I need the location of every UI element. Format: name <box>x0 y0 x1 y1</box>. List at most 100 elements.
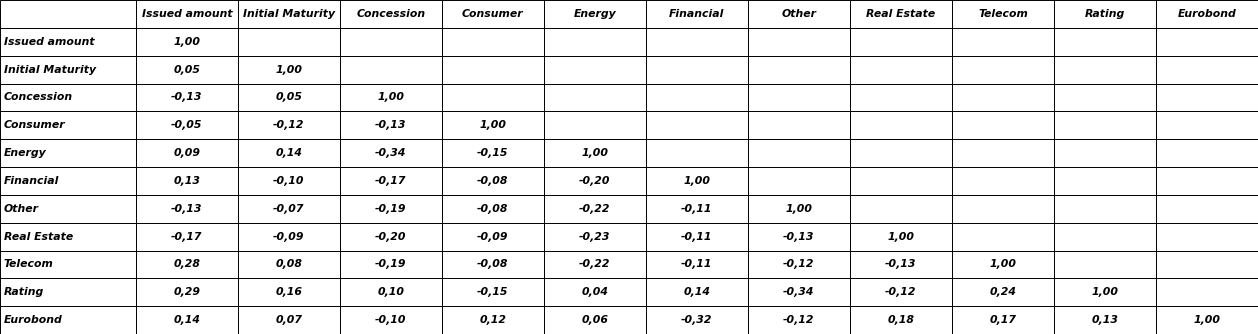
Bar <box>136 250 238 278</box>
Bar <box>1156 278 1258 306</box>
Bar <box>340 56 442 84</box>
Bar <box>645 167 749 195</box>
Bar <box>238 223 340 250</box>
Bar <box>1156 0 1258 28</box>
Text: -0,08: -0,08 <box>477 176 508 186</box>
Bar <box>0 195 136 223</box>
Bar <box>1156 195 1258 223</box>
Text: 1,00: 1,00 <box>1194 315 1220 325</box>
Text: 0,18: 0,18 <box>887 315 915 325</box>
Bar <box>850 111 952 139</box>
Text: 0,10: 0,10 <box>377 287 404 297</box>
Bar <box>136 223 238 250</box>
Bar <box>1054 167 1156 195</box>
Text: -0,13: -0,13 <box>784 231 815 241</box>
Text: Consumer: Consumer <box>462 9 523 19</box>
Bar <box>238 167 340 195</box>
Bar <box>952 306 1054 334</box>
Text: Eurobond: Eurobond <box>1177 9 1237 19</box>
Text: -0,12: -0,12 <box>784 315 815 325</box>
Bar <box>442 223 543 250</box>
Bar <box>1054 84 1156 111</box>
Text: 0,17: 0,17 <box>990 315 1016 325</box>
Bar <box>1156 111 1258 139</box>
Bar <box>952 56 1054 84</box>
Bar <box>1054 139 1156 167</box>
Bar <box>645 250 749 278</box>
Text: -0,13: -0,13 <box>171 93 203 103</box>
Bar <box>442 167 543 195</box>
Bar <box>136 56 238 84</box>
Text: 0,08: 0,08 <box>276 260 302 270</box>
Bar <box>850 0 952 28</box>
Bar <box>543 111 645 139</box>
Text: -0,20: -0,20 <box>579 176 610 186</box>
Bar <box>1156 223 1258 250</box>
Bar <box>1156 84 1258 111</box>
Text: -0,15: -0,15 <box>477 148 508 158</box>
Bar <box>238 195 340 223</box>
Text: Financial: Financial <box>669 9 725 19</box>
Text: -0,32: -0,32 <box>681 315 713 325</box>
Bar <box>952 167 1054 195</box>
Text: 0,13: 0,13 <box>174 176 200 186</box>
Text: Issued amount: Issued amount <box>4 37 94 47</box>
Text: 0,24: 0,24 <box>990 287 1016 297</box>
Bar <box>442 278 543 306</box>
Bar <box>340 167 442 195</box>
Bar <box>136 111 238 139</box>
Bar <box>340 250 442 278</box>
Bar <box>442 0 543 28</box>
Text: 0,28: 0,28 <box>174 260 200 270</box>
Text: Issued amount: Issued amount <box>142 9 233 19</box>
Text: -0,20: -0,20 <box>375 231 406 241</box>
Text: -0,13: -0,13 <box>375 120 406 130</box>
Bar <box>136 139 238 167</box>
Bar <box>543 56 645 84</box>
Bar <box>543 0 645 28</box>
Bar <box>543 195 645 223</box>
Bar <box>238 28 340 56</box>
Bar <box>952 139 1054 167</box>
Text: 1,00: 1,00 <box>683 176 711 186</box>
Bar <box>340 195 442 223</box>
Bar <box>645 111 749 139</box>
Text: 1,00: 1,00 <box>1092 287 1118 297</box>
Text: -0,17: -0,17 <box>171 231 203 241</box>
Bar <box>645 84 749 111</box>
Bar <box>136 84 238 111</box>
Bar <box>543 223 645 250</box>
Text: 1,00: 1,00 <box>785 204 813 214</box>
Text: Initial Maturity: Initial Maturity <box>4 64 96 74</box>
Text: -0,10: -0,10 <box>273 176 304 186</box>
Text: 1,00: 1,00 <box>377 93 404 103</box>
Bar <box>442 28 543 56</box>
Text: Concession: Concession <box>4 93 73 103</box>
Text: -0,08: -0,08 <box>477 260 508 270</box>
Bar <box>442 250 543 278</box>
Bar <box>952 195 1054 223</box>
Bar <box>340 0 442 28</box>
Bar <box>850 56 952 84</box>
Bar <box>136 167 238 195</box>
Text: Telecom: Telecom <box>4 260 54 270</box>
Bar <box>442 56 543 84</box>
Bar <box>0 167 136 195</box>
Bar <box>0 0 136 28</box>
Bar <box>543 306 645 334</box>
Text: 0,13: 0,13 <box>1092 315 1118 325</box>
Text: -0,08: -0,08 <box>477 204 508 214</box>
Bar <box>749 195 850 223</box>
Bar <box>0 111 136 139</box>
Text: 0,07: 0,07 <box>276 315 302 325</box>
Bar <box>543 278 645 306</box>
Text: -0,22: -0,22 <box>579 204 610 214</box>
Bar <box>645 28 749 56</box>
Text: -0,09: -0,09 <box>477 231 508 241</box>
Text: 1,00: 1,00 <box>581 148 609 158</box>
Bar <box>0 84 136 111</box>
Bar <box>952 111 1054 139</box>
Text: -0,13: -0,13 <box>171 204 203 214</box>
Bar <box>136 195 238 223</box>
Bar <box>645 139 749 167</box>
